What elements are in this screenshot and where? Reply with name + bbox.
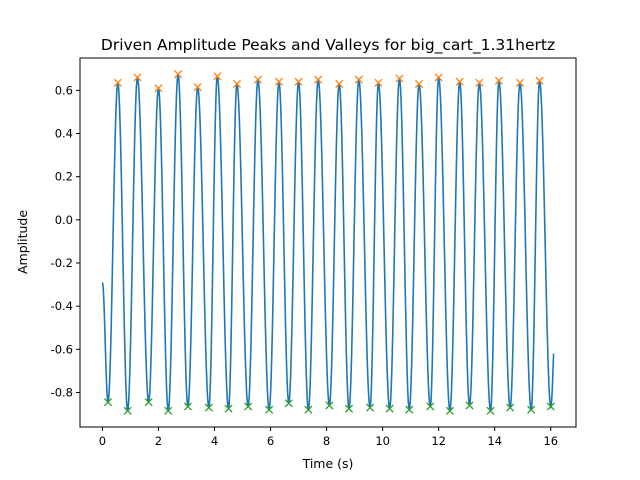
valley-marker (385, 404, 394, 413)
plot-area (101, 70, 555, 415)
valley-marker (527, 405, 536, 414)
x-tick-label: 12 (431, 434, 446, 448)
peak-marker (515, 78, 525, 87)
signal-line (101, 74, 555, 412)
peak-marker (274, 77, 284, 86)
valley-marker (123, 406, 132, 415)
valley-marker (486, 406, 495, 415)
peak-marker (314, 75, 323, 84)
valley-marker (426, 402, 435, 411)
peak-marker (434, 73, 443, 82)
valley-marker (183, 402, 192, 411)
x-tick-label: 0 (99, 434, 106, 448)
y-tick-label: -0.8 (51, 385, 73, 399)
peak-marker (253, 75, 263, 84)
peak-marker (455, 77, 464, 86)
peak-marker (475, 78, 484, 87)
valley-marker (465, 401, 474, 410)
valley-marker (405, 405, 414, 414)
x-tick-label: 4 (211, 434, 218, 448)
y-tick-label: -0.6 (51, 342, 73, 356)
valley-marker (445, 406, 454, 415)
valley-marker (103, 398, 113, 407)
valley-marker (365, 403, 375, 412)
plot-frame (79, 57, 577, 428)
x-tick-label: 14 (487, 434, 502, 448)
x-tick-label: 10 (375, 434, 390, 448)
valley-marker (164, 406, 173, 415)
valley-marker (506, 403, 515, 412)
peak-marker (174, 70, 183, 79)
peak-marker (113, 78, 122, 87)
peak-marker (374, 78, 383, 87)
valley-marker (204, 403, 213, 412)
valley-marker (546, 402, 555, 411)
y-tick-label: 0.0 (55, 213, 73, 227)
peak-marker (415, 79, 424, 88)
y-tick-label: -0.2 (51, 256, 73, 270)
valley-marker (344, 404, 354, 413)
peak-marker (133, 73, 142, 82)
peak-marker (494, 76, 503, 85)
x-tick-label: 16 (543, 434, 558, 448)
chart-title: Driven Amplitude Peaks and Valleys for b… (101, 36, 555, 55)
x-tick-label: 6 (267, 434, 274, 448)
valley-marker (284, 399, 293, 408)
peak-marker (154, 84, 163, 93)
peak-marker (395, 74, 404, 83)
peak-marker (354, 75, 363, 84)
y-tick-label: 0.2 (55, 170, 73, 184)
valley-marker (265, 405, 274, 414)
peak-marker (232, 79, 241, 88)
valley-marker (144, 398, 153, 407)
x-axis-label: Time (s) (302, 456, 354, 471)
y-tick-label: 0.6 (55, 83, 73, 97)
y-axis-label: Amplitude (15, 210, 30, 274)
peak-marker (335, 79, 344, 88)
peak-marker (535, 76, 544, 85)
y-tick-label: -0.4 (51, 299, 73, 313)
peak-marker (193, 83, 202, 92)
valley-marker (244, 402, 253, 411)
valley-marker (304, 405, 313, 414)
peak-marker (213, 72, 222, 81)
valley-marker (325, 401, 334, 410)
y-tick-label: 0.4 (55, 127, 73, 141)
x-tick-label: 8 (323, 434, 330, 448)
x-axis: 0 2 4 6 8 10 12 14 16 (99, 427, 558, 448)
peak-marker (294, 77, 303, 86)
x-tick-label: 2 (155, 434, 162, 448)
valley-marker (224, 404, 233, 413)
y-axis: -0.8 -0.6 -0.4 -0.2 0.0 0.2 0.4 0.6 (51, 83, 80, 399)
